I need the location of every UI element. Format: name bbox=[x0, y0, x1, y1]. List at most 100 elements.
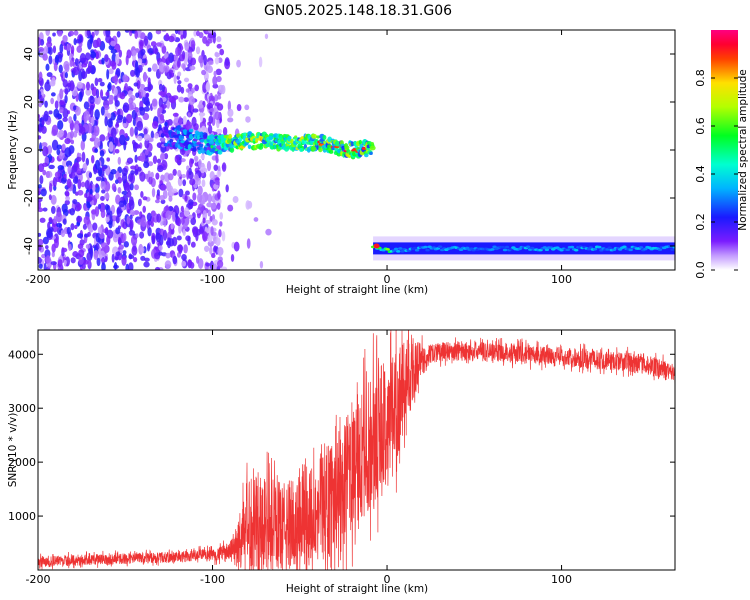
spectrogram-noise-cell bbox=[217, 84, 224, 94]
colorbar-tick-label: 0.0 bbox=[694, 261, 707, 279]
spectrogram-noise-cell bbox=[116, 206, 122, 218]
spectrogram-noise-cell bbox=[68, 116, 73, 124]
spectrogram-line-cell bbox=[328, 150, 334, 154]
spectrogram-line-cell bbox=[156, 142, 163, 148]
spectrogram-noise-cell bbox=[76, 45, 83, 53]
spectrogram-noise-cell bbox=[95, 88, 100, 99]
spectrogram-band-cell bbox=[607, 246, 612, 249]
spectrogram-noise-cell bbox=[69, 207, 75, 216]
spectrogram-noise-cell bbox=[76, 203, 82, 211]
spectrogram-noise-cell bbox=[143, 86, 150, 92]
spectrogram-noise-cell bbox=[143, 134, 151, 141]
spectrogram-noise-cell bbox=[217, 246, 224, 256]
spectrogram-noise-cell bbox=[145, 100, 151, 108]
spectrogram-noise-cell bbox=[212, 75, 218, 86]
spectrogram-noise-cell bbox=[62, 70, 66, 80]
spectrogram-noise-cell bbox=[159, 153, 166, 161]
spectrogram-noise-cell bbox=[233, 241, 240, 252]
spectrogram-noise-cell bbox=[138, 198, 142, 206]
spectrogram-noise-cell bbox=[189, 65, 196, 71]
spectrogram-noise-cell bbox=[137, 58, 143, 64]
spectrogram-noise-cell bbox=[70, 257, 76, 264]
spectrogram-noise-cell bbox=[206, 65, 213, 74]
spectrogram-noise-cell bbox=[49, 182, 53, 193]
spectrogram-noise-cell bbox=[124, 30, 130, 33]
spectrogram-noise-cell bbox=[135, 144, 141, 149]
spectrogram-noise-cell bbox=[110, 40, 116, 47]
spectrogram-noise-cell bbox=[123, 241, 129, 248]
spectrogram-noise-cell bbox=[200, 154, 205, 160]
spectrogram-noise-cell bbox=[213, 262, 218, 270]
spectrogram-noise-cell bbox=[190, 57, 197, 66]
spectrogram-noise-cell bbox=[143, 161, 150, 169]
spectrogram-noise-cell bbox=[259, 260, 264, 269]
spectrogram-noise-cell bbox=[168, 35, 175, 43]
spectrogram-noise-cell bbox=[51, 77, 56, 85]
spectrogram-noise-cell bbox=[181, 254, 187, 261]
snr-y-axis-label: SNR (10 * v/v) bbox=[7, 413, 19, 488]
spectrogram-noise-cell bbox=[122, 102, 130, 113]
spectrogram-noise-cell bbox=[41, 125, 47, 134]
spectrogram-noise-cell bbox=[144, 257, 150, 262]
spectrogram-noise-cell bbox=[134, 154, 138, 163]
spectrogram-noise-cell bbox=[82, 263, 86, 270]
spectrogram-y-tick-label: 20 bbox=[22, 95, 35, 109]
spectrogram-line-cell bbox=[316, 135, 320, 139]
spectrogram-noise-cell bbox=[62, 159, 68, 168]
spectrogram-noise-cell bbox=[122, 74, 129, 83]
spectrogram-band-cell bbox=[423, 245, 428, 249]
spectrogram-noise-cell bbox=[94, 192, 100, 200]
spectrogram-noise-cell bbox=[181, 260, 187, 267]
spectrogram-band-cell bbox=[437, 245, 443, 249]
spectrogram-noise-cell bbox=[51, 124, 59, 136]
spectrogram-noise-cell bbox=[221, 230, 226, 242]
spectrogram-noise-cell bbox=[103, 105, 110, 111]
spectrogram-line-cell bbox=[268, 135, 273, 141]
spectrogram-noise-cell bbox=[177, 80, 182, 85]
spectrogram-noise-cell bbox=[77, 243, 84, 250]
spectrogram-noise-cell bbox=[199, 112, 204, 123]
spectrogram-line-cell bbox=[159, 137, 166, 142]
spectrogram-noise-cell bbox=[83, 110, 90, 121]
spectrogram-line-cell bbox=[226, 139, 233, 144]
spectrogram-noise-cell bbox=[205, 262, 211, 267]
spectrogram-noise-cell bbox=[195, 46, 201, 55]
spectrogram-noise-cell bbox=[168, 185, 174, 196]
spectrogram-noise-cell bbox=[69, 80, 75, 92]
spectrogram-noise-cell bbox=[56, 148, 61, 156]
spectrogram-noise-cell bbox=[86, 196, 93, 202]
spectrogram-noise-cell bbox=[110, 48, 117, 54]
spectrogram-noise-cell bbox=[104, 226, 109, 236]
spectrogram-noise-cell bbox=[165, 32, 169, 41]
spectrogram-noise-cell bbox=[65, 191, 70, 197]
spectrogram-noise-cell bbox=[79, 52, 86, 64]
spectrogram-noise-cell bbox=[195, 209, 201, 214]
spectrogram-noise-cell bbox=[232, 195, 239, 204]
spectrogram-noise-cell bbox=[136, 120, 144, 132]
spectrogram-noise-cell bbox=[99, 81, 105, 87]
spectrogram-noise-cell bbox=[164, 260, 172, 269]
spectrogram-noise-cell bbox=[156, 213, 162, 223]
spectrogram-noise-cell bbox=[150, 130, 155, 140]
spectrogram-noise-cell bbox=[80, 181, 86, 188]
snr-x-axis-label: Height of straight line (km) bbox=[286, 583, 428, 595]
spectrogram-noise-cell bbox=[158, 251, 163, 256]
spectrogram-noise-cell bbox=[104, 192, 110, 200]
spectrogram-noise-cell bbox=[201, 69, 207, 76]
spectrogram-noise-cell bbox=[161, 30, 167, 33]
spectrogram-noise-cell bbox=[217, 190, 221, 200]
spectrogram-noise-cell bbox=[73, 113, 77, 122]
spectrogram-line-cell bbox=[299, 147, 304, 152]
spectrogram-noise-cell bbox=[165, 210, 172, 220]
spectrogram-noise-cell bbox=[168, 238, 175, 247]
spectrogram-noise-cell bbox=[96, 37, 102, 48]
spectrogram-noise-cell bbox=[89, 95, 95, 105]
spectrogram-noise-cell bbox=[156, 42, 162, 47]
spectrogram-noise-cell bbox=[132, 50, 137, 57]
spectrogram-noise-cell bbox=[52, 45, 57, 54]
spectrogram-noise-cell bbox=[198, 31, 204, 39]
spectrogram-noise-cell bbox=[163, 217, 167, 228]
spectrogram-noise-cell bbox=[189, 158, 193, 168]
spectrogram-noise-cell bbox=[168, 195, 173, 202]
spectrogram-noise-cell bbox=[129, 183, 134, 191]
